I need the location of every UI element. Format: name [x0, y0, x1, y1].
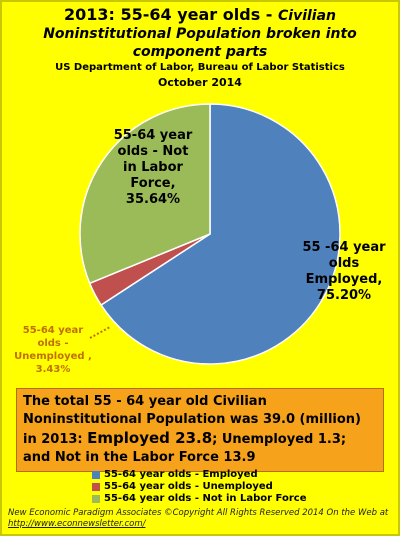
- value-label: 3.43%: [35, 364, 71, 375]
- slice-label: 55 -64 year olds Employed, 75.20%: [302, 240, 386, 304]
- legend-swatch: [92, 471, 100, 479]
- footer-line: New Economic Paradigm Associates ©Copyri…: [8, 508, 389, 518]
- slice: [79, 103, 211, 285]
- annotation-box: The total 55 - 64 year old Civilian Noni…: [16, 388, 384, 472]
- slice: [100, 103, 341, 365]
- legend-item: 55-64 year olds - Not in Labor Force: [92, 493, 306, 505]
- legend-swatch: [92, 495, 100, 503]
- slice-label: 55-64 year olds - Not in Labor Force, 35…: [112, 128, 194, 208]
- annotation: The total 55 - 64 year old Civilian Noni…: [23, 394, 361, 447]
- value-label: 35.64%: [125, 192, 181, 207]
- legend-label: 55-64 year olds - Not in Labor Force: [104, 493, 307, 504]
- legend-item: 55-64 year olds - Employed: [92, 469, 306, 481]
- legend-label: 55-64 year olds - Employed: [104, 469, 258, 480]
- legend-label: 55-64 year olds - Unemployed: [104, 481, 273, 492]
- date: October 2014: [158, 76, 242, 89]
- slice-label: 55-64 year olds - Unemployed , 3.43%: [12, 324, 94, 376]
- annotation: ; Unemployed 1.3; and Not in the Labor F…: [23, 432, 347, 465]
- annotation: Employed 23.8: [87, 429, 213, 447]
- title-block: 2013: 55-64 year olds - Civilian Noninst…: [2, 6, 398, 61]
- legend-item: 55-64 year olds - Unemployed: [92, 481, 306, 493]
- slice-name: 55-64 year olds - Not in Labor Force,: [113, 128, 193, 191]
- value-label: 75.20%: [316, 288, 372, 303]
- footer-url: http://www.econnewsletter.com/: [8, 519, 146, 529]
- chart-title-rest: Civilian Noninstitutional Population bro…: [43, 8, 357, 60]
- slice-name: 55-64 year olds - Unemployed ,: [14, 325, 92, 362]
- footer: New Economic Paradigm Associates ©Copyri…: [8, 508, 388, 530]
- subtitle: US Department of Labor, Bureau of Labor …: [55, 62, 345, 73]
- slice-name: 55 -64 year olds Employed,: [302, 240, 386, 287]
- chart-title: 2013: 55-64 year olds -: [63, 5, 278, 24]
- legend: 55-64 year olds - Employed 55-64 year old…: [92, 469, 306, 505]
- legend-swatch: [92, 483, 100, 491]
